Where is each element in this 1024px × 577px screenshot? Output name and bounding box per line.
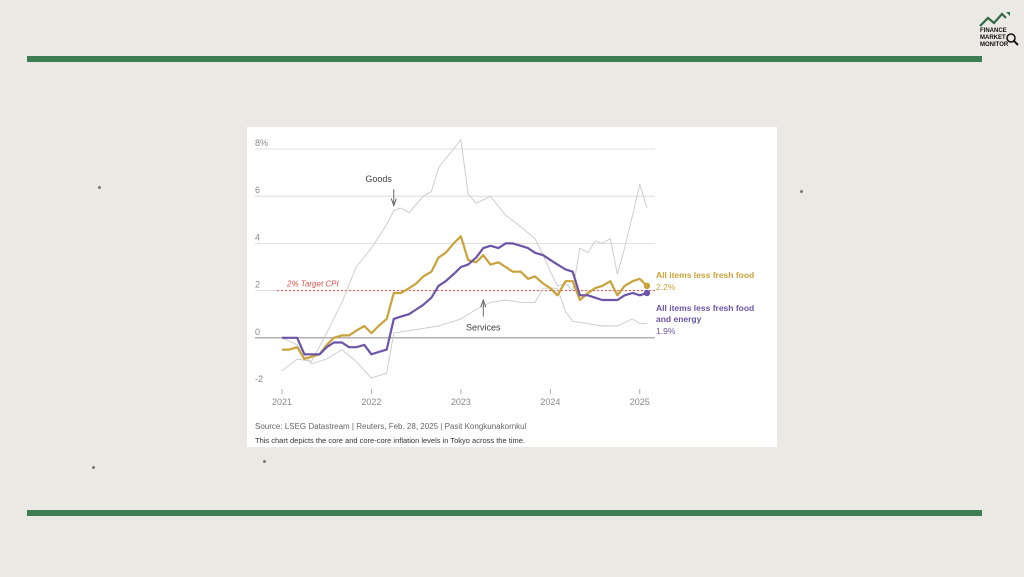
y-tick-label: 6 [255,185,260,195]
background-speck [98,186,101,189]
core-core-cpi-line [282,242,648,356]
x-tick-label: 2023 [451,397,471,407]
core-core-series-label-line1: All items less fresh food [656,303,754,313]
goods-arrow-icon [390,189,397,207]
services-arrow-icon [480,298,487,317]
finance-market-monitor-logo: FINANCE MARKET MONITOR [979,12,1019,48]
core-value-label: 2.2% [656,282,676,292]
services-line [281,287,647,379]
background-speck [92,466,95,469]
background-speck [800,190,803,193]
core-cpi-line [282,235,648,361]
logo-line-2: MARKET [980,35,1006,41]
target-cpi-label: 2% Target CPI [286,280,340,289]
logo-line-3: MONITOR [980,42,1009,48]
logo-line-1: FINANCE [980,28,1007,34]
background-speck [263,460,266,463]
bottom-green-rule [27,510,982,516]
core-core-value-label: 1.9% [656,326,676,336]
chart-card: 8% 6 4 2 0 -2 2021 2022 2023 2024 2025 2% Target … [247,127,777,447]
goods-annotation: Goods [365,174,392,184]
y-tick-label: 8% [255,138,268,148]
inflation-line-chart: 8% 6 4 2 0 -2 2021 2022 2023 2024 2025 2% Target … [255,138,754,407]
x-tick-label: 2024 [540,397,560,407]
y-tick-label: 2 [255,280,260,290]
core-core-cpi-line-endpoint [643,289,651,297]
y-tick-label: 4 [255,232,260,242]
goods-line [281,139,648,372]
x-tick-label: 2025 [630,397,650,407]
core-cpi-line-endpoint [643,282,651,290]
y-tick-label: 0 [255,327,260,337]
core-series-label: All items less fresh food [656,270,754,280]
x-tick-label: 2021 [272,397,292,407]
chart-description: This chart depicts the core and core-cor… [255,436,525,445]
services-annotation: Services [466,323,501,333]
x-tick-label: 2022 [361,397,381,407]
chart-source: Source: LSEG Datastream | Reuters, Feb. … [255,422,527,431]
top-green-rule [27,56,982,62]
core-core-series-label-line2: and energy [656,314,702,324]
y-tick-label: -2 [255,374,263,384]
